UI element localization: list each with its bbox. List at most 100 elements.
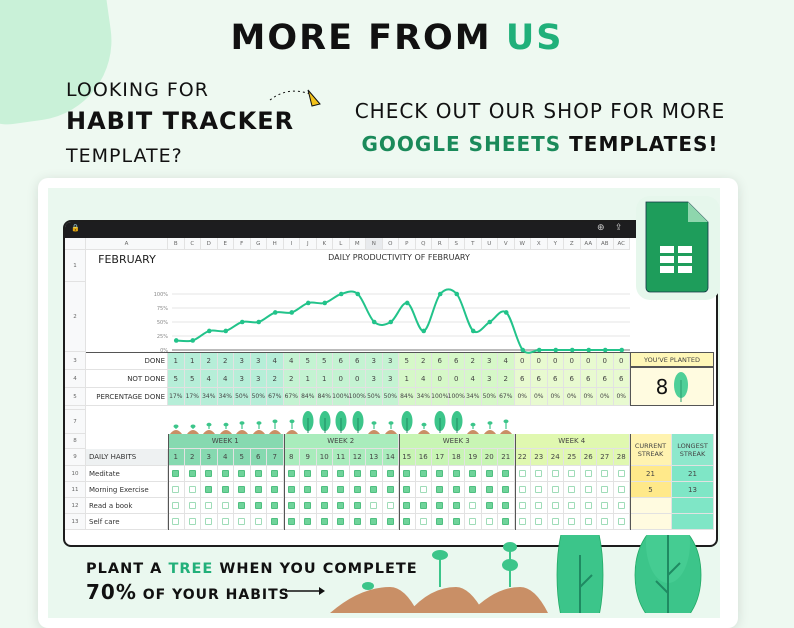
- checkbox[interactable]: [287, 502, 295, 509]
- checkbox[interactable]: [452, 486, 460, 493]
- checkbox[interactable]: [205, 502, 213, 509]
- column-header-I[interactable]: I: [283, 238, 300, 250]
- checkbox[interactable]: [370, 486, 378, 493]
- checkbox[interactable]: [584, 518, 592, 525]
- checkbox[interactable]: [188, 502, 196, 509]
- checkbox[interactable]: [551, 518, 559, 525]
- checkbox[interactable]: [452, 518, 460, 525]
- row-header-13[interactable]: 13: [65, 514, 86, 530]
- column-header-O[interactable]: O: [382, 238, 399, 250]
- checkbox[interactable]: [452, 502, 460, 509]
- checkbox[interactable]: [205, 486, 213, 493]
- column-header-B[interactable]: B: [168, 238, 185, 250]
- checkbox[interactable]: [221, 502, 229, 509]
- checkbox[interactable]: [436, 470, 444, 477]
- column-header-J[interactable]: J: [300, 238, 317, 250]
- checkbox[interactable]: [304, 518, 312, 525]
- column-header-D[interactable]: D: [201, 238, 218, 250]
- row-header-12[interactable]: 12: [65, 498, 86, 514]
- checkbox[interactable]: [320, 518, 328, 525]
- checkbox[interactable]: [419, 470, 427, 477]
- checkbox[interactable]: [568, 470, 576, 477]
- checkbox[interactable]: [601, 518, 609, 525]
- checkbox[interactable]: [551, 470, 559, 477]
- zoom-icon[interactable]: ⊕: [597, 223, 605, 233]
- row-header-10[interactable]: 10: [65, 466, 86, 482]
- checkbox[interactable]: [370, 470, 378, 477]
- checkbox[interactable]: [518, 486, 526, 493]
- checkbox[interactable]: [353, 486, 361, 493]
- checkbox[interactable]: [551, 486, 559, 493]
- row-header-2[interactable]: 2: [65, 282, 86, 352]
- checkbox[interactable]: [287, 486, 295, 493]
- checkbox[interactable]: [386, 502, 394, 509]
- checkbox[interactable]: [436, 486, 444, 493]
- checkbox[interactable]: [617, 470, 625, 477]
- checkbox[interactable]: [221, 518, 229, 525]
- checkbox[interactable]: [485, 502, 493, 509]
- column-header-N[interactable]: N: [366, 238, 383, 250]
- row-header-3[interactable]: 3: [65, 352, 86, 370]
- checkbox[interactable]: [601, 502, 609, 509]
- checkbox[interactable]: [568, 518, 576, 525]
- checkbox[interactable]: [172, 486, 180, 493]
- checkbox[interactable]: [172, 470, 180, 477]
- checkbox[interactable]: [617, 486, 625, 493]
- checkbox[interactable]: [370, 518, 378, 525]
- checkbox[interactable]: [403, 518, 411, 525]
- checkbox[interactable]: [386, 470, 394, 477]
- checkbox[interactable]: [535, 518, 543, 525]
- column-header-P[interactable]: P: [399, 238, 416, 250]
- checkbox[interactable]: [238, 470, 246, 477]
- column-header-M[interactable]: M: [349, 238, 366, 250]
- column-header-Z[interactable]: Z: [564, 238, 581, 250]
- checkbox[interactable]: [320, 470, 328, 477]
- column-header-T[interactable]: T: [465, 238, 482, 250]
- checkbox[interactable]: [238, 502, 246, 509]
- checkbox[interactable]: [188, 486, 196, 493]
- column-header-A[interactable]: A: [86, 238, 168, 250]
- checkbox[interactable]: [320, 486, 328, 493]
- checkbox[interactable]: [584, 470, 592, 477]
- column-header-C[interactable]: C: [184, 238, 201, 250]
- checkbox[interactable]: [485, 486, 493, 493]
- row-header-7[interactable]: 7: [65, 410, 86, 434]
- checkbox[interactable]: [188, 470, 196, 477]
- row-header-4[interactable]: 4: [65, 370, 86, 388]
- checkbox[interactable]: [353, 470, 361, 477]
- checkbox[interactable]: [271, 486, 279, 493]
- checkbox[interactable]: [172, 502, 180, 509]
- checkbox[interactable]: [271, 518, 279, 525]
- checkbox[interactable]: [337, 470, 345, 477]
- column-header-L[interactable]: L: [333, 238, 350, 250]
- checkbox[interactable]: [353, 502, 361, 509]
- checkbox[interactable]: [469, 518, 477, 525]
- checkbox[interactable]: [518, 502, 526, 509]
- checkbox[interactable]: [469, 502, 477, 509]
- checkbox[interactable]: [304, 470, 312, 477]
- column-header-E[interactable]: E: [217, 238, 234, 250]
- checkbox[interactable]: [337, 518, 345, 525]
- checkbox[interactable]: [403, 486, 411, 493]
- checkbox[interactable]: [254, 502, 262, 509]
- checkbox[interactable]: [287, 470, 295, 477]
- column-header-AC[interactable]: AC: [613, 238, 630, 250]
- checkbox[interactable]: [221, 470, 229, 477]
- checkbox[interactable]: [601, 470, 609, 477]
- checkbox[interactable]: [419, 486, 427, 493]
- checkbox[interactable]: [304, 502, 312, 509]
- row-header-11[interactable]: 11: [65, 482, 86, 498]
- column-header-X[interactable]: X: [531, 238, 548, 250]
- checkbox[interactable]: [452, 470, 460, 477]
- checkbox[interactable]: [584, 486, 592, 493]
- checkbox[interactable]: [238, 518, 246, 525]
- checkbox[interactable]: [502, 518, 510, 525]
- checkbox[interactable]: [535, 486, 543, 493]
- checkbox[interactable]: [386, 518, 394, 525]
- column-header-F[interactable]: F: [234, 238, 251, 250]
- checkbox[interactable]: [304, 486, 312, 493]
- column-header-S[interactable]: S: [448, 238, 465, 250]
- checkbox[interactable]: [485, 518, 493, 525]
- checkbox[interactable]: [172, 518, 180, 525]
- corner-cell[interactable]: [65, 238, 86, 250]
